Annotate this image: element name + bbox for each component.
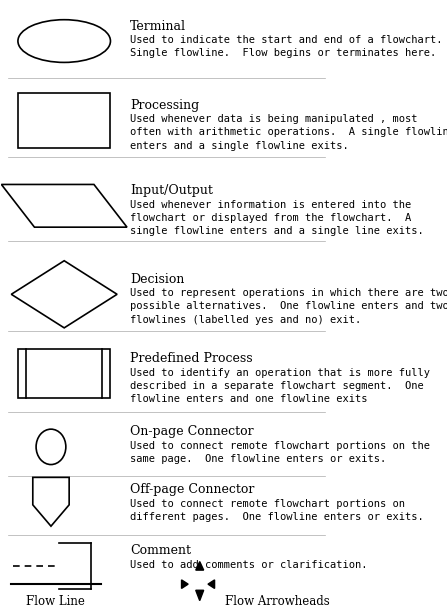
Text: Used to identify an operation that is more fully
described in a separate flowcha: Used to identify an operation that is mo… — [130, 368, 430, 404]
Polygon shape — [11, 261, 117, 328]
Text: Used to indicate the start and end of a flowchart.
Single flowline.  Flow begins: Used to indicate the start and end of a … — [130, 35, 443, 58]
Text: Off-page Connector: Off-page Connector — [130, 484, 255, 497]
Text: Used to connect remote flowchart portions on
different pages.  One flowline ente: Used to connect remote flowchart portion… — [130, 499, 424, 522]
Text: Predefined Process: Predefined Process — [130, 352, 253, 365]
Text: On-page Connector: On-page Connector — [130, 425, 254, 438]
Ellipse shape — [18, 20, 110, 63]
Text: Processing: Processing — [130, 99, 199, 112]
Polygon shape — [208, 580, 215, 588]
Text: Used whenever data is being manipulated , most
often with arithmetic operations.: Used whenever data is being manipulated … — [130, 114, 447, 151]
Text: Flow Line: Flow Line — [26, 595, 85, 607]
Bar — [18, 93, 110, 148]
Text: Used to represent operations in which there are two
possible alternatives.  One : Used to represent operations in which th… — [130, 288, 447, 325]
Text: Input/Output: Input/Output — [130, 185, 213, 197]
Polygon shape — [33, 478, 69, 526]
Text: Terminal: Terminal — [130, 20, 186, 32]
Bar — [18, 349, 110, 398]
Polygon shape — [181, 580, 188, 588]
Text: Used whenever information is entered into the
flowchart or displayed from the fl: Used whenever information is entered int… — [130, 200, 424, 236]
Text: Flow Arrowheads: Flow Arrowheads — [225, 595, 330, 607]
Polygon shape — [1, 185, 127, 227]
Text: Decision: Decision — [130, 273, 185, 286]
Text: Used to connect remote flowchart portions on the
same page.  One flowline enters: Used to connect remote flowchart portion… — [130, 441, 430, 464]
Ellipse shape — [36, 429, 66, 465]
Polygon shape — [196, 590, 204, 601]
Text: Comment: Comment — [130, 544, 191, 557]
Text: Used to add comments or clarification.: Used to add comments or clarification. — [130, 560, 368, 569]
Polygon shape — [196, 562, 204, 570]
